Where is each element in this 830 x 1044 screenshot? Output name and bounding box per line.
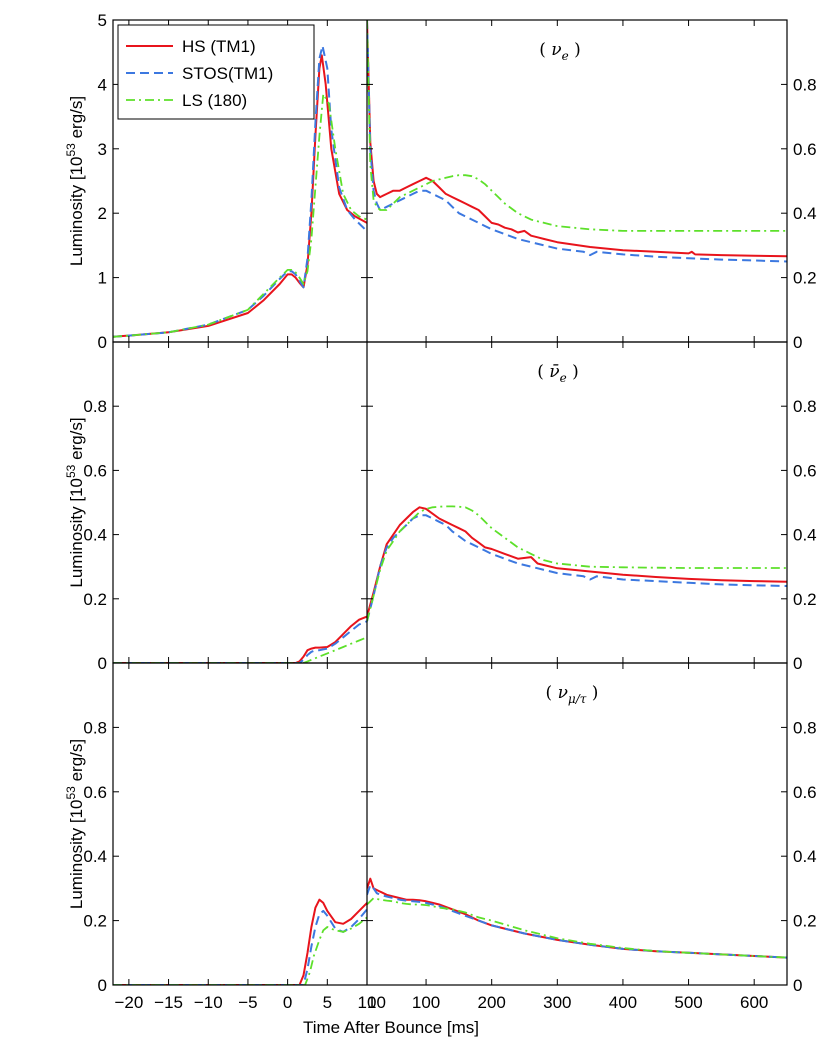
y-tick-label-left: 0.8 [83,718,107,737]
y-tick-label-right: 0.4 [793,526,817,545]
series-line-hs-tm1--right [367,877,787,959]
x-tick-label-left: 0 [283,993,292,1012]
y-tick-label-right: 0.8 [793,75,817,94]
x-tick-label-left: 10 [358,993,377,1012]
y-tick-label-left: 0.8 [83,397,107,416]
series-line-hs-tm1--right [367,506,787,617]
x-tick-label-right: 400 [609,993,637,1012]
y-tick-label-right: 0.2 [793,269,817,288]
series-line-ls-180--right [367,505,787,622]
y-tick-label-right: 0 [793,654,802,673]
y-tick-label-right: 0.6 [793,783,817,802]
series-line-stos-tm1--left [113,620,367,663]
series-line-stos-tm1--right [367,20,787,263]
x-tick-label-left: −5 [238,993,257,1012]
x-tick-label-left: −20 [114,993,143,1012]
x-axis-label: Time After Bounce [ms] [303,1018,479,1037]
legend-entry-label: STOS(TM1) [182,64,273,83]
y-tick-label-left: 1 [98,269,107,288]
axes-frame [112,662,788,986]
y-tick-label-right: 0.6 [793,140,817,159]
series-line-hs-tm1--right [367,20,787,258]
y-tick-label-right: 0.2 [793,912,817,931]
legend-entry-label: HS (TM1) [182,37,256,56]
series-line-stos-tm1--right [367,514,787,622]
y-tick-label-left: 3 [98,140,107,159]
series-line-stos-tm1--left [113,44,367,338]
series-line-ls-180--left [113,93,367,338]
y-tick-label-left: 5 [98,11,107,30]
x-tick-label-right: 200 [478,993,506,1012]
x-tick-label-left: 5 [323,993,332,1012]
y-tick-label-right: 0.4 [793,204,817,223]
x-tick-label-right: 500 [674,993,702,1012]
y-tick-label-left: 0.2 [83,912,107,931]
legend: HS (TM1) STOS(TM1) LS (180) [117,24,315,120]
series-line-stos-tm1--left [113,908,367,985]
x-tick-label-left: −15 [154,993,183,1012]
y-tick-label-left: 0 [98,333,107,352]
x-tick-label-right: 300 [543,993,571,1012]
y-tick-label-left: 4 [98,75,107,94]
legend-entry-label: LS (180) [182,91,247,110]
series-line-ls-180--left [113,636,367,663]
panel-label: ( νμ/τ ) [546,683,599,706]
y-axis-label: Luminosity [1053 erg/s] [64,739,86,909]
y-axis-label: Luminosity [1053 erg/s] [64,96,86,266]
y-tick-label-left: 0.4 [83,526,107,545]
series-line-stos-tm1--right [367,884,787,959]
y-tick-label-left: 0 [98,976,107,995]
y-tick-label-right: 0.8 [793,397,817,416]
x-tick-label-right-start: 10 [367,993,386,1012]
y-tick-label-right: 0.2 [793,590,817,609]
y-tick-label-left: 0.6 [83,461,107,480]
y-tick-label-right: 0.8 [793,718,817,737]
series-line-ls-180--right [367,20,787,232]
y-tick-label-right: 0.4 [793,847,817,866]
y-axis-label: Luminosity [1053 erg/s] [64,417,86,587]
series-line-ls-180--left [113,916,367,985]
series-line-hs-tm1--left [113,898,367,985]
panel-label: ( νe ) [539,40,581,63]
series-line-ls-180--right [367,897,787,959]
axes-frame [112,341,788,664]
panel-3: 0 0.2 0.4 0.6 0.8 0 0.2 0.4 0.6 0.8 Luminosity [10… [64,662,817,995]
y-tick-label-left: 0.2 [83,590,107,609]
y-tick-label-left: 0.6 [83,783,107,802]
y-tick-label-right: 0 [793,333,802,352]
series-line-hs-tm1--left [113,615,367,663]
y-tick-label-right: 0 [793,976,802,995]
panel-label: ( ν̄e ) [537,362,579,385]
y-tick-label-left: 2 [98,204,107,223]
y-tick-label-left: 0.4 [83,847,107,866]
x-tick-label-right: 600 [740,993,768,1012]
y-tick-label-left: 0 [98,654,107,673]
x-tick-label-left: −10 [194,993,223,1012]
y-tick-label-right: 0.6 [793,461,817,480]
x-tick-label-right: 100 [412,993,440,1012]
